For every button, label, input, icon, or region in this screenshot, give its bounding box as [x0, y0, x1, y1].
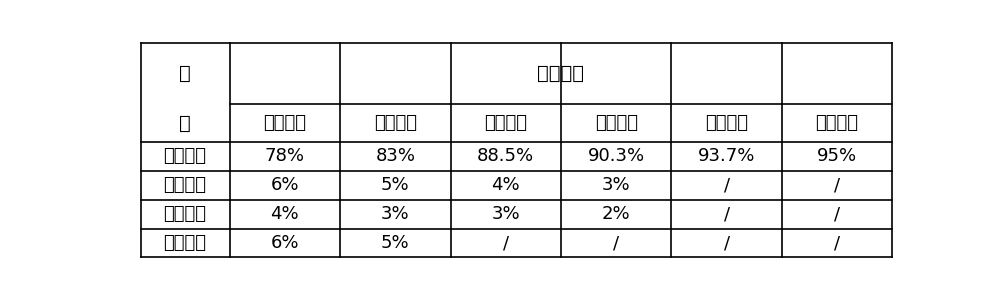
Text: 5%: 5% — [381, 234, 410, 252]
Text: 实施例二: 实施例二 — [374, 114, 417, 132]
Text: /: / — [834, 176, 840, 194]
Text: 实施例六: 实施例六 — [816, 114, 859, 132]
Text: 3%: 3% — [381, 205, 410, 223]
Text: /: / — [834, 234, 840, 252]
Text: 2%: 2% — [602, 205, 630, 223]
Text: 78%: 78% — [265, 147, 305, 165]
Text: 88.5%: 88.5% — [477, 147, 534, 165]
Text: 五氟化氯: 五氟化氯 — [164, 205, 207, 223]
Text: 实施例五: 实施例五 — [705, 114, 748, 132]
Text: /: / — [834, 205, 840, 223]
Text: 三氟化氯: 三氟化氯 — [164, 147, 207, 165]
Text: 项: 项 — [179, 64, 191, 83]
Text: 90.3%: 90.3% — [588, 147, 645, 165]
Text: /: / — [724, 205, 730, 223]
Text: 6%: 6% — [271, 176, 299, 194]
Text: 产物收率: 产物收率 — [537, 64, 584, 83]
Text: 3%: 3% — [602, 176, 630, 194]
Text: /: / — [724, 234, 730, 252]
Text: 实施例一: 实施例一 — [263, 114, 306, 132]
Text: 4%: 4% — [271, 205, 299, 223]
Text: 6%: 6% — [271, 234, 299, 252]
Text: 目: 目 — [179, 114, 191, 133]
Text: /: / — [613, 234, 619, 252]
Text: /: / — [503, 234, 509, 252]
Text: 实施例四: 实施例四 — [595, 114, 638, 132]
Text: 95%: 95% — [817, 147, 857, 165]
Text: 一氟化氯: 一氟化氯 — [164, 176, 207, 194]
Text: 七氟化氯: 七氟化氯 — [164, 234, 207, 252]
Text: 83%: 83% — [375, 147, 415, 165]
Text: 4%: 4% — [491, 176, 520, 194]
Text: 93.7%: 93.7% — [698, 147, 755, 165]
Text: 实施例三: 实施例三 — [484, 114, 527, 132]
Text: 5%: 5% — [381, 176, 410, 194]
Text: /: / — [724, 176, 730, 194]
Text: 3%: 3% — [491, 205, 520, 223]
